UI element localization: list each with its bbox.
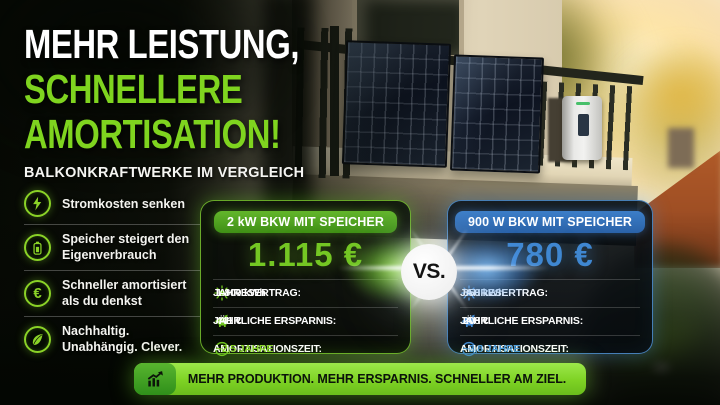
spec-label: AMORTISATIONSZEIT: (460, 343, 569, 356)
spec-rows: JAHRESERTRAG: 1.800 kWh JÄHRLICHE ERSPAR… (201, 278, 410, 363)
spec-row: AMORTISATIONSZEIT: ~2,5 JAHRE (213, 334, 398, 363)
spec-value: 850 kWh (463, 287, 505, 300)
spec-row: JAHRESERTRAG: 1.800 kWh (213, 278, 398, 307)
spec-row: JÄHRLICHE ERSPARNIS: 208 € (460, 306, 640, 335)
comparison-card-2kw: 2 kW BKW MIT SPEICHER 1.115 € JAHRESERTR… (200, 200, 411, 357)
banner-text: MEHR PRODUKTION. MEHR ERSPARNIS. SCHNELL… (187, 372, 567, 386)
benefit-text: Nachhaltig. Unabhängig. Clever. (62, 324, 183, 354)
spec-value: ~2,5 JAHRE (216, 343, 274, 356)
benefit-text: Speicher steigert den Eigenverbrauch (62, 232, 190, 262)
dark-overlay (0, 0, 320, 180)
spec-value: 208 € (463, 315, 489, 328)
sun-icon (213, 285, 230, 302)
spec-value: ~3,8 JAHRE (463, 343, 521, 356)
card-title-badge: 900 W BKW MIT SPEICHER (454, 211, 646, 233)
headline-line-2: SCHNELLERE (24, 66, 243, 112)
list-item: € Schneller amortisiert als du denkst (24, 270, 200, 316)
vs-label: VS. (412, 260, 446, 283)
comparison-card-900w: 900 W BKW MIT SPEICHER 780 € JAHRESERTRA… (447, 200, 653, 357)
spec-row: JAHRESERTRAG: 850 kWh (460, 278, 640, 307)
spec-label: JÄHRLICHE ERSPARNIS: (460, 315, 583, 328)
vs-badge: VS. (401, 244, 457, 300)
list-item: Speicher steigert den Eigenverbrauch (24, 224, 200, 270)
spec-label: AMORTISATIONSZEIT: (213, 343, 322, 356)
headline-line-1: MEHR LEISTUNG, (24, 21, 300, 67)
price-label: 780 € (506, 236, 594, 273)
piggy-bank-icon (213, 313, 230, 330)
spec-label: JAHRESERTRAG: (213, 287, 301, 300)
piggy-bank-icon (460, 313, 477, 330)
list-item: Nachhaltig. Unabhängig. Clever. (24, 316, 200, 362)
spec-row: JÄHRLICHE ERSPARNIS: 441 € (213, 306, 398, 335)
clock-icon (213, 341, 230, 358)
benefit-text: Schneller amortisiert als du denkst (62, 278, 187, 308)
benefits-list: Stromkosten senken Speicher steigert den… (24, 184, 200, 362)
spec-value: 1.800 kWh (216, 287, 266, 300)
clock-icon (460, 341, 477, 358)
lightning-icon (24, 190, 51, 217)
headline-subtitle: BALKONKRAFTWERKE IM VERGLEICH (24, 164, 305, 181)
spec-rows: JAHRESERTRAG: 850 kWh JÄHRLICHE ERSPARNI… (448, 278, 652, 363)
battery-icon (24, 233, 51, 261)
leaf-icon (24, 325, 51, 353)
spec-value: 441 € (216, 315, 242, 328)
spec-row: AMORTISATIONSZEIT: ~3,8 JAHRE (460, 334, 640, 363)
card-title-badge: 2 kW BKW MIT SPEICHER (214, 211, 397, 233)
spec-label: JÄHRLICHE ERSPARNIS: (213, 315, 336, 328)
euro-icon: € (24, 279, 51, 307)
list-item: Stromkosten senken (24, 184, 200, 224)
headline-line-3: AMORTISATION! (24, 111, 281, 157)
growth-chart-icon (134, 363, 176, 395)
bottom-banner: MEHR PRODUKTION. MEHR ERSPARNIS. SCHNELL… (134, 363, 586, 395)
headline-block: MEHR LEISTUNG, SCHNELLERE AMORTISATION! … (24, 21, 368, 182)
price-label: 1.115 € (247, 236, 364, 273)
benefit-text: Stromkosten senken (62, 196, 185, 211)
